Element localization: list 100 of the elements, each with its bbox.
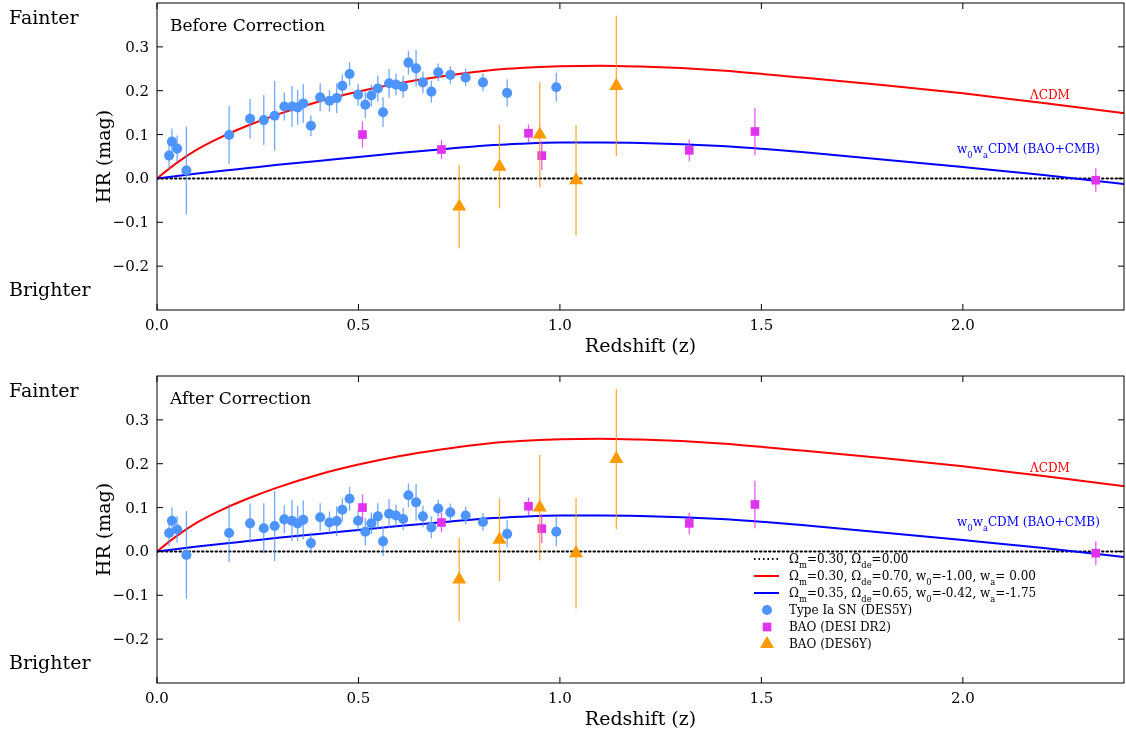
point [551, 82, 562, 93]
point [360, 99, 371, 110]
text: Ω$_{m}$=0.30, Ω$_{de}$=0.70, w$_{0}$=-1.00, w$_{a}$= 0.00 [789, 569, 1036, 587]
point [437, 518, 446, 527]
point [437, 145, 446, 154]
point [403, 490, 414, 501]
point [684, 519, 694, 528]
y-tick-label: −0.2 [112, 630, 149, 649]
legend-label: Type Ia SN (DES5Y) [789, 603, 913, 617]
point [360, 526, 371, 537]
point [224, 129, 235, 141]
point [224, 527, 235, 539]
point [172, 524, 183, 535]
point [353, 515, 364, 526]
point [258, 523, 269, 534]
y-tick-label: 0.1 [125, 125, 149, 144]
point [269, 520, 280, 532]
point [750, 127, 760, 136]
point [331, 93, 342, 104]
point [477, 77, 489, 88]
x-tick-label: 0.0 [145, 316, 169, 334]
x-tick-label: 1.0 [547, 689, 572, 707]
x-tick-label: 1.5 [749, 689, 774, 707]
text: Before Correction [170, 15, 326, 35]
y-tick-label: 0.3 [125, 37, 149, 56]
point [337, 504, 348, 515]
text: After Correction [169, 388, 312, 408]
point [460, 510, 471, 521]
text: Brighter [9, 651, 92, 673]
point [1091, 548, 1101, 558]
point [366, 90, 377, 101]
annotation: ΛCDM [1029, 88, 1070, 102]
point [551, 526, 562, 537]
y-tick-label: 0.0 [125, 169, 149, 188]
legend-label: BAO (DESI DR2) [789, 620, 891, 634]
y-tick-label: 0.2 [125, 81, 149, 100]
point [269, 110, 280, 121]
x-axis-title: Redshift (z) [584, 334, 697, 356]
annotation: w$_{0}$w$_{a}$CDM (BAO+CMB) [957, 142, 1100, 160]
point [452, 571, 467, 584]
point [315, 92, 326, 103]
y-tick-label: −0.2 [112, 257, 149, 276]
y-tick-label: 0.0 [125, 542, 149, 561]
point [245, 113, 256, 124]
point [524, 501, 533, 511]
x-tick-label: 0.5 [346, 689, 371, 707]
point [245, 518, 256, 529]
point [524, 128, 533, 138]
point [164, 150, 175, 161]
point [305, 120, 316, 131]
point [305, 538, 316, 549]
point [166, 515, 177, 526]
annotation: ΛCDM [1029, 461, 1070, 475]
point [750, 500, 760, 509]
point [358, 503, 367, 512]
point [433, 67, 444, 78]
x-tick-label: 2.0 [950, 689, 975, 707]
point [366, 518, 377, 529]
point [411, 497, 422, 508]
point [502, 528, 513, 539]
y-tick-label: −0.1 [112, 213, 149, 232]
text: Brighter [9, 278, 92, 300]
point [502, 87, 513, 98]
point [181, 165, 192, 176]
y-tick-label: 0.1 [125, 498, 149, 517]
point [532, 126, 547, 139]
point [426, 86, 437, 97]
point [492, 531, 507, 544]
point [417, 511, 428, 522]
point [1091, 175, 1101, 185]
point [445, 69, 456, 80]
text: Fainter [9, 379, 80, 401]
point [344, 493, 355, 504]
point [358, 130, 367, 139]
point [164, 527, 175, 539]
legend-label: BAO (DES6Y) [789, 637, 872, 651]
point [426, 522, 437, 533]
point [460, 72, 471, 83]
point [377, 107, 389, 118]
line-series [157, 141, 1124, 186]
point [403, 57, 414, 68]
y-axis-title: HR (mag) [92, 482, 114, 577]
point [372, 511, 383, 522]
point [172, 143, 183, 154]
point [398, 81, 409, 92]
legend-label: Ω$_{m}$=0.30, Ω$_{de}$=0.00 [789, 552, 909, 570]
text: Fainter [9, 6, 80, 28]
line-series [157, 437, 1124, 553]
annotation: w$_{0}$w$_{a}$CDM (BAO+CMB) [957, 515, 1100, 533]
point [569, 545, 584, 558]
point [411, 63, 422, 74]
point [166, 136, 177, 147]
point [344, 69, 355, 80]
point [377, 536, 389, 547]
point [315, 512, 326, 523]
y-tick-label: 0.3 [125, 410, 149, 429]
point [398, 513, 409, 525]
point [492, 158, 507, 171]
point [258, 115, 269, 126]
y-tick-label: −0.1 [112, 586, 149, 605]
